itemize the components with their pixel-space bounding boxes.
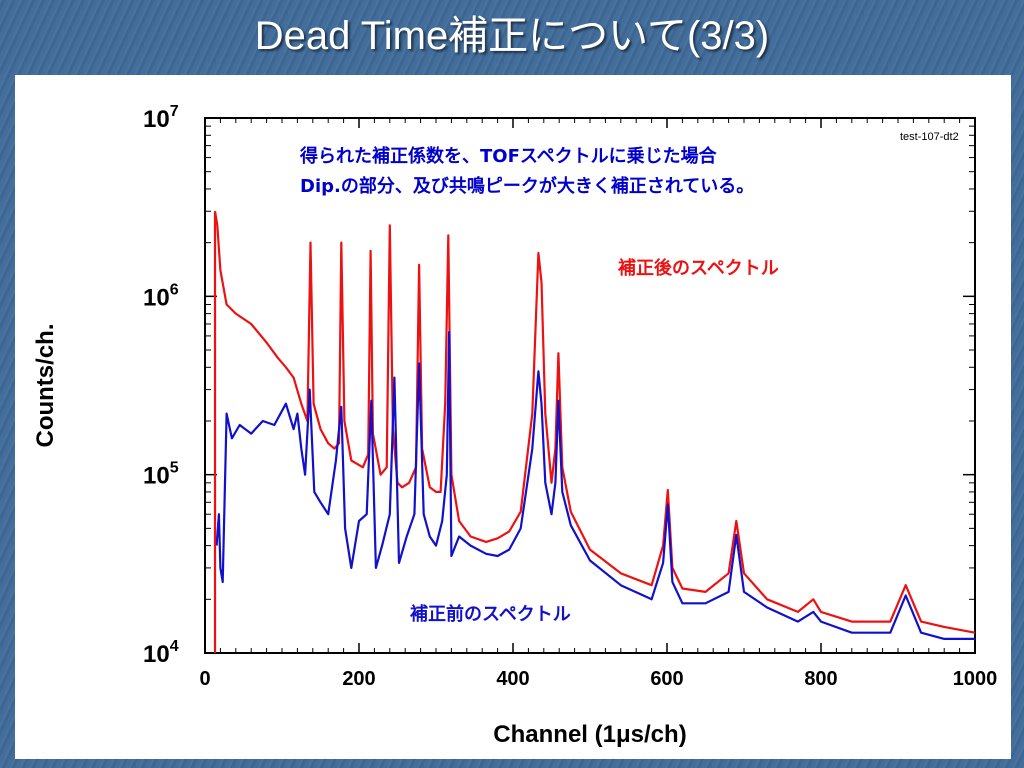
y-tick-label: 106 bbox=[143, 281, 179, 311]
y-tick-label: 105 bbox=[143, 460, 179, 490]
series-layer bbox=[213, 211, 976, 653]
plot-tag: test-107-dt2 bbox=[900, 131, 959, 143]
slide-title: Dead Time補正について(3/3) bbox=[254, 14, 770, 58]
y-axis-title: Counts/ch. bbox=[32, 324, 59, 448]
series-line-corrected bbox=[213, 211, 976, 634]
plot-frame bbox=[204, 117, 976, 654]
axis-ticks: 0 200 400 600 800 1000 104 105 106 107 bbox=[143, 103, 997, 690]
x-axis-title: Channel (1μs/ch) bbox=[493, 721, 686, 748]
x-tick-label: 400 bbox=[496, 668, 529, 690]
y-tick-label: 107 bbox=[143, 103, 179, 133]
x-tick-label: 200 bbox=[342, 668, 375, 690]
x-tick-label: 600 bbox=[650, 668, 683, 690]
legend-corrected-spectrum: 補正後のスペクトル bbox=[617, 257, 779, 279]
spectrum-chart: 0 200 400 600 800 1000 104 105 106 107 test-107-d… bbox=[32, 103, 997, 748]
legend-uncorrected-spectrum: 補正前のスペクトル bbox=[409, 603, 571, 625]
annotation-line-1: 得られた補正係数を、TOFスペクトルに乗じた場合 bbox=[299, 145, 718, 167]
annotation-line-2: Dip.の部分、及び共鳴ピークが大きく補正されている。 bbox=[300, 175, 754, 197]
y-tick-label: 104 bbox=[143, 638, 179, 668]
series-line-uncorrected bbox=[215, 331, 975, 641]
chart-panel: 0 200 400 600 800 1000 104 105 106 107 test-107-d… bbox=[15, 75, 1011, 759]
x-tick-label: 800 bbox=[804, 668, 837, 690]
x-tick-label: 0 bbox=[199, 668, 210, 690]
x-tick-label: 1000 bbox=[953, 668, 998, 690]
